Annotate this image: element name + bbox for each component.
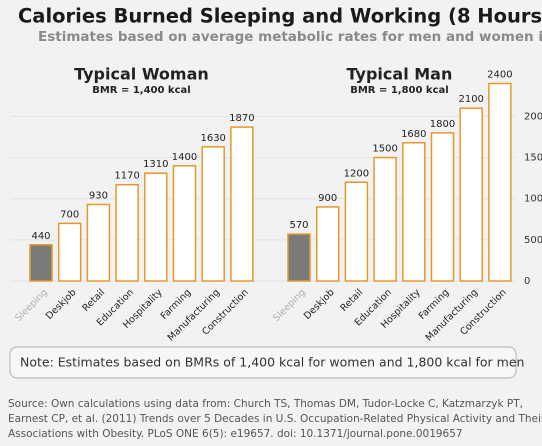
y-tick-label: 500	[524, 235, 542, 246]
bar	[315, 206, 340, 282]
title: Calories Burned Sleeping and Working (8 …	[18, 5, 542, 28]
y-tick-label: 0	[524, 276, 530, 287]
value-label: 1500	[372, 144, 397, 155]
y-tick-label: 1500	[524, 153, 542, 164]
source-line: Earnest CP, et al. (2011) Trends over 5 …	[8, 413, 542, 425]
bar	[402, 142, 426, 282]
chart-subtitle: BMR = 1,400 kcal	[92, 85, 190, 96]
bar	[57, 222, 82, 282]
x-tick-label: Deskjob	[302, 287, 337, 322]
bar	[201, 146, 225, 282]
value-label: 1200	[344, 168, 369, 179]
value-label: 570	[289, 220, 308, 231]
bar	[287, 233, 311, 282]
value-label: 700	[60, 209, 79, 220]
source-line: Source: Own calculations using data from…	[8, 398, 523, 410]
value-label: 2100	[458, 94, 483, 105]
value-label: 1680	[401, 129, 426, 140]
bar	[459, 107, 483, 282]
bar	[430, 132, 455, 282]
bar	[230, 126, 254, 282]
value-label: 2400	[487, 70, 512, 81]
value-label: 440	[31, 231, 50, 242]
y-tick-label: 2000	[524, 111, 542, 122]
x-tick-label: Deskjob	[44, 287, 79, 322]
value-label: 930	[89, 190, 108, 201]
bar	[488, 82, 512, 282]
bar	[144, 172, 168, 282]
source-line: Associations with Obesity. PLoS ONE 6(5)…	[8, 428, 463, 440]
bar	[172, 165, 197, 282]
value-label: 1630	[200, 133, 225, 144]
value-label: 900	[318, 193, 337, 204]
bar	[373, 156, 397, 282]
chart-title: Typical Man	[347, 65, 453, 84]
x-tick-label: Sleeping	[271, 287, 308, 324]
subtitle: Estimates based on average metabolic rat…	[38, 29, 542, 45]
x-tick-label: Retail	[81, 287, 108, 314]
note-box	[9, 346, 517, 379]
chart-title: Typical Woman	[74, 65, 209, 84]
x-tick-label: Retail	[339, 287, 366, 314]
bar	[29, 244, 53, 282]
value-label: 1800	[430, 119, 455, 130]
y-tick-label: 1000	[524, 194, 542, 205]
note: Note: Estimates based on BMRs of 1,400 k…	[20, 355, 524, 370]
value-label: 1170	[114, 171, 139, 182]
value-label: 1400	[172, 152, 197, 163]
bar	[344, 181, 369, 282]
chart-subtitle: BMR = 1,800 kcal	[350, 85, 448, 96]
value-label: 1870	[229, 113, 254, 124]
x-tick-label: Sleeping	[13, 287, 50, 324]
bar	[115, 183, 139, 282]
value-label: 1310	[143, 159, 168, 170]
bar	[86, 203, 111, 282]
